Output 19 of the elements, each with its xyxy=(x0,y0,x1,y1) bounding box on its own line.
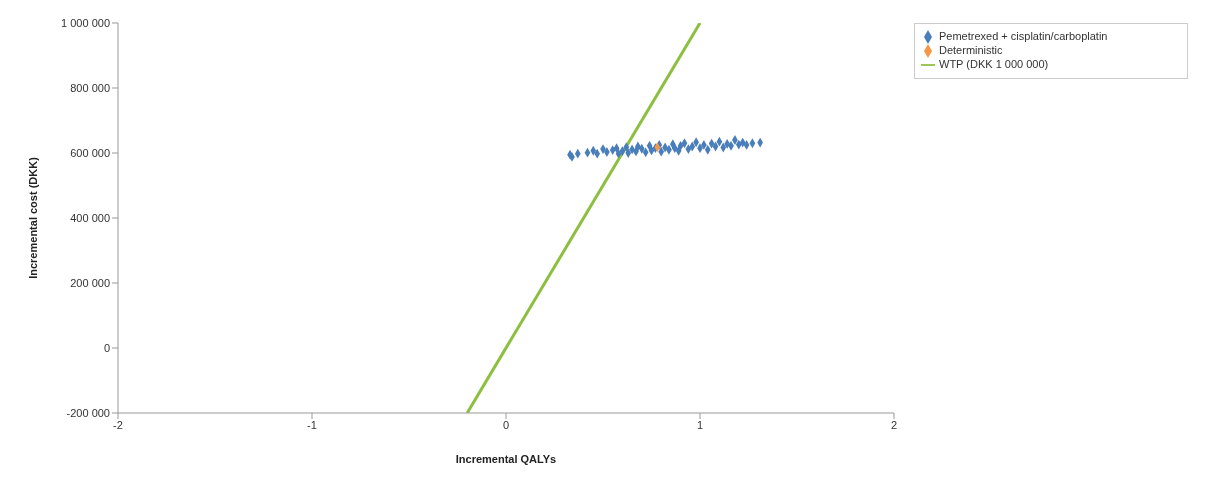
x-tick-label: -2 xyxy=(113,418,123,431)
y-tick-label: 600 000 xyxy=(70,146,110,159)
y-axis-title: Incremental cost (DKK) xyxy=(26,156,39,279)
x-tick-label: 0 xyxy=(502,418,510,431)
y-tick-label: 400 000 xyxy=(70,211,110,224)
x-tick-label: 2 xyxy=(890,418,898,431)
y-tick-label: 1 000 000 xyxy=(61,16,110,29)
y-tick-label: 0 xyxy=(103,341,110,354)
legend-label: Deterministic xyxy=(939,44,1003,57)
legend-label: WTP (DKK 1 000 000) xyxy=(939,58,1049,71)
point xyxy=(625,148,632,158)
y-tick-label: -200 000 xyxy=(66,406,110,419)
point xyxy=(619,146,626,156)
x-axis-title: Incremental QALYs xyxy=(455,453,557,465)
y-tick-label: 200 000 xyxy=(70,276,110,289)
x-tick-label: 1 xyxy=(696,418,704,431)
legend-label: Pemetrexed + cisplatin/carboplatin xyxy=(939,30,1108,42)
x-tick-label: -1 xyxy=(307,418,317,431)
y-tick-label: 800 000 xyxy=(70,81,110,94)
